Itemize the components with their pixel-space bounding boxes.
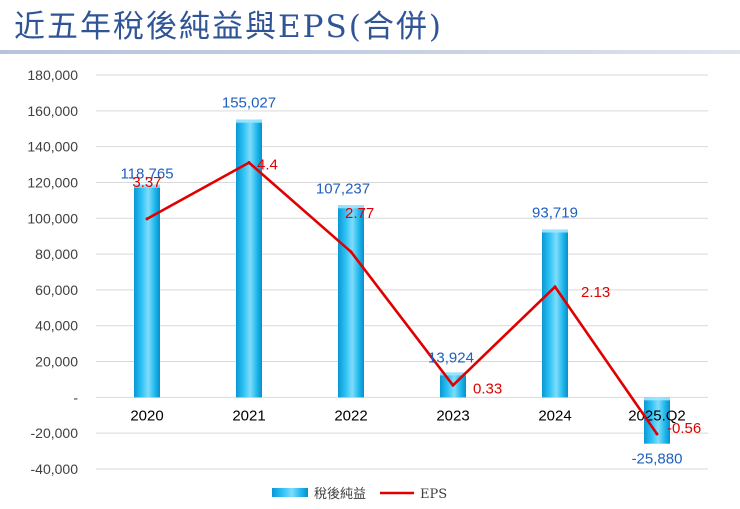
bar-data-label: 13,924 <box>428 349 474 366</box>
eps-data-labels: 3.37 4.4 2.77 0.33 2.13 -0.56 <box>132 157 701 437</box>
eps-series <box>145 161 659 436</box>
legend: 稅後純益 EPS <box>272 487 447 502</box>
title-underline <box>0 50 740 54</box>
y-tick-label: 100,000 <box>27 210 78 226</box>
eps-line <box>146 161 659 435</box>
bar-series <box>134 119 670 444</box>
legend-bar-label: 稅後純益 <box>314 487 366 502</box>
y-tick-label: 180,000 <box>27 67 78 83</box>
y-tick-label: -20,000 <box>31 425 79 441</box>
bar-cap <box>236 119 262 123</box>
y-tick-label: 140,000 <box>27 139 78 155</box>
bar-cap <box>440 372 466 376</box>
eps-point <box>451 383 455 387</box>
x-tick-label: 2021 <box>232 407 265 424</box>
bar-2024 <box>542 229 568 398</box>
bar-cap <box>338 205 364 209</box>
bar-data-label: 118,765 <box>120 166 173 183</box>
eps-point <box>247 161 251 165</box>
y-tick-label: 80,000 <box>35 246 78 262</box>
eps-data-label: 4.4 <box>257 157 278 174</box>
x-tick-label: 2022 <box>334 407 367 424</box>
y-tick-label: 60,000 <box>35 282 78 298</box>
bar-2020 <box>134 184 160 398</box>
eps-data-label: 2.77 <box>345 205 374 222</box>
eps-data-label: -0.56 <box>667 420 701 437</box>
y-tick-label: 20,000 <box>35 354 78 370</box>
bar-data-label: 155,027 <box>222 95 276 112</box>
page-title: 近五年稅後純益與EPS(合併) <box>14 9 443 45</box>
y-tick-label: 120,000 <box>27 174 78 190</box>
bar-data-label: -25,880 <box>632 451 683 468</box>
eps-point <box>655 432 659 436</box>
x-tick-label: 2020 <box>130 407 163 424</box>
bar-cap <box>134 184 160 188</box>
y-tick-label: - <box>73 389 78 405</box>
eps-data-label: 3.37 <box>132 174 161 191</box>
eps-point <box>145 217 149 221</box>
eps-data-label: 2.13 <box>581 284 610 301</box>
bar-2022 <box>338 205 364 398</box>
legend-eps-label: EPS <box>420 487 447 502</box>
x-tick-label: 2024 <box>538 407 571 424</box>
bar-cap <box>644 397 670 401</box>
y-tick-label: -40,000 <box>31 461 79 477</box>
y-tick-label: 40,000 <box>35 318 78 334</box>
eps-point <box>553 285 557 289</box>
gridlines <box>96 74 708 470</box>
legend-bar-swatch <box>272 488 308 497</box>
x-tick-label: 2023 <box>436 407 469 424</box>
bar-data-labels: 118,765 155,027 107,237 13,924 93,719 -25,880 <box>120 95 682 468</box>
bar-data-label: 93,719 <box>532 205 578 222</box>
x-axis: 2020 2021 2022 2023 2024 2025.Q2 <box>130 407 685 424</box>
bar-cap <box>542 229 568 233</box>
y-axis: 180,000 160,000 140,000 120,000 100,000 80,00… <box>27 67 78 477</box>
bar-data-label: 107,237 <box>316 180 370 197</box>
y-tick-label: 160,000 <box>27 103 78 119</box>
eps-data-label: 0.33 <box>473 380 502 397</box>
eps-point <box>349 250 353 254</box>
